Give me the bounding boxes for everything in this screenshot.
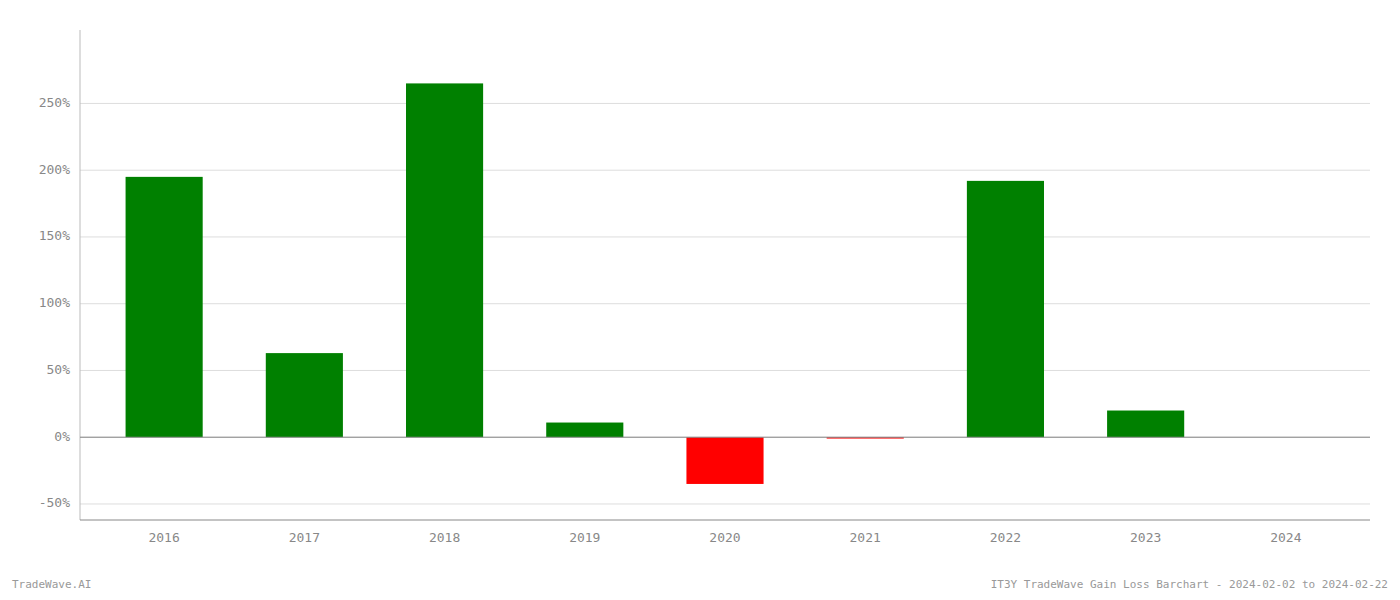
y-axis-line bbox=[80, 30, 81, 520]
background bbox=[0, 0, 1400, 600]
y-tick-label: -50% bbox=[39, 495, 70, 510]
bar bbox=[686, 437, 763, 484]
bar bbox=[546, 423, 623, 438]
grid-line bbox=[80, 503, 1370, 504]
y-tick-label: 200% bbox=[39, 162, 70, 177]
bar bbox=[406, 83, 483, 437]
x-tick-labels: 2016 2017 2018 2019 2020 2021 2022 2023 2024 bbox=[148, 530, 1301, 545]
y-grid bbox=[80, 103, 1370, 504]
y-tick-label: 0% bbox=[54, 429, 70, 444]
grid-line bbox=[80, 103, 1370, 104]
bar bbox=[967, 181, 1044, 437]
x-tick-label: 2018 bbox=[429, 530, 460, 545]
bar bbox=[266, 353, 343, 437]
x-tick-label: 2016 bbox=[148, 530, 179, 545]
grid-line bbox=[80, 437, 1370, 438]
x-tick-label: 2023 bbox=[1130, 530, 1161, 545]
y-tick-labels: -50% 0% 50% 100% 150% 200% 250% bbox=[39, 95, 70, 511]
title: IT3Y TradeWave Gain Loss Barchart - 2024… bbox=[991, 578, 1388, 591]
x-tick-label: 2020 bbox=[709, 530, 740, 545]
y-tick-label: 150% bbox=[39, 228, 70, 243]
bar bbox=[1107, 411, 1184, 438]
x-tick-label: 2019 bbox=[569, 530, 600, 545]
footer-left: TradeWave.AI bbox=[12, 578, 91, 591]
grid-line bbox=[80, 170, 1370, 171]
x-axis-line bbox=[80, 520, 1370, 521]
y-tick-label: 50% bbox=[47, 362, 71, 377]
chart: -50%0%50%100%150%200%250%201620172018201… bbox=[0, 0, 1400, 600]
grid-line bbox=[80, 236, 1370, 237]
grid-line bbox=[80, 303, 1370, 304]
bars bbox=[126, 83, 1185, 484]
x-tick-label: 2017 bbox=[289, 530, 320, 545]
x-tick-label: 2024 bbox=[1270, 530, 1301, 545]
bar bbox=[126, 177, 203, 437]
y-tick-label: 250% bbox=[39, 95, 70, 110]
x-tick-label: 2022 bbox=[990, 530, 1021, 545]
x-tick-label: 2021 bbox=[850, 530, 881, 545]
y-tick-label: 100% bbox=[39, 295, 70, 310]
zero-line bbox=[80, 437, 1370, 438]
